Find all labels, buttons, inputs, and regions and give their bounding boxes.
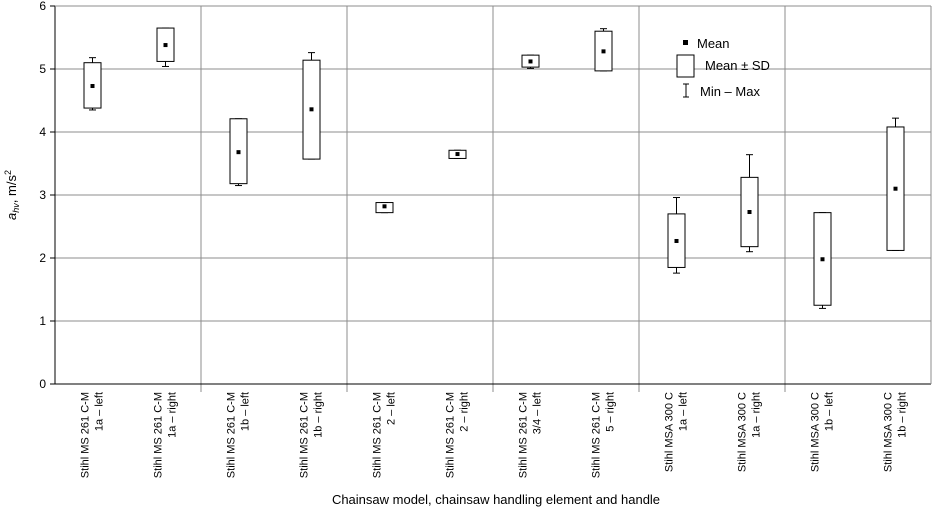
mean-marker [674, 238, 679, 243]
category-label-handle: 1b – right [897, 392, 909, 438]
mean-marker [90, 84, 95, 89]
category-label-model: Stihl MS 261 C-M [518, 392, 530, 478]
category-label-handle: 2 – left [386, 392, 398, 425]
category-label-handle: 1b – left [824, 392, 836, 431]
mean-marker [528, 59, 533, 64]
category-label-handle: 1a – right [751, 392, 763, 438]
category-label-model: Stihl MSA 300 C [883, 392, 895, 472]
category-label-model: Stihl MS 261 C-M [80, 392, 92, 478]
category-label-handle: 1b – left [240, 392, 252, 431]
category-label-model: Stihl MS 261 C-M [226, 392, 238, 478]
y-axis-title: ahv, m/s2 [3, 170, 21, 220]
category-label-model: Stihl MS 261 C-M [153, 392, 165, 478]
category-labels: Stihl MS 261 C-M 1a – left Stihl MS 261 C-… [80, 392, 909, 478]
box-item [156, 27, 175, 67]
mean-marker [893, 186, 898, 191]
y-tick-label: 4 [39, 125, 46, 139]
category-label-model: Stihl MSA 300 C [664, 392, 676, 472]
box-plot-series [83, 27, 905, 309]
box-item [740, 154, 759, 253]
y-axis-title-sub: hv [11, 203, 21, 213]
category-label-handle: 5 – right [605, 392, 617, 432]
box-item [521, 54, 540, 69]
y-axis-title-unit: , m/s [4, 175, 19, 204]
y-tick-label: 3 [39, 188, 46, 202]
box-item [375, 202, 394, 214]
category-label-handle: 1a – left [678, 392, 690, 431]
box-item [886, 117, 905, 251]
mean-marker [163, 43, 168, 48]
legend-mean-label: Mean [697, 36, 730, 51]
mean-marker [309, 107, 314, 112]
y-axis-title-main: a [4, 213, 19, 220]
box-item [302, 52, 321, 160]
category-label-handle: 1a – left [94, 392, 106, 431]
category-label-handle: 1b – right [313, 392, 325, 438]
y-axis-title-sup: 2 [3, 170, 13, 175]
category-label-handle: 2 – right [459, 392, 471, 432]
category-label-handle: 1a – right [167, 392, 179, 438]
category-label-model: Stihl MS 261 C-M [591, 392, 603, 478]
box-item [229, 118, 248, 187]
category-label-model: Stihl MSA 300 C [810, 392, 822, 472]
y-axis-ticks: 0 1 2 3 4 5 6 [39, 0, 55, 391]
mean-marker [236, 150, 241, 155]
y-tick-label: 6 [39, 0, 46, 13]
category-label-model: Stihl MS 261 C-M [299, 392, 311, 478]
gridlines [55, 5, 931, 392]
y-tick-label: 1 [39, 314, 46, 328]
category-label-model: Stihl MSA 300 C [737, 392, 749, 472]
box-item [667, 197, 686, 274]
mean-marker [601, 49, 606, 54]
box-item [813, 212, 832, 309]
category-label-handle: 3/4 – left [532, 392, 544, 434]
category-label-model: Stihl MS 261 C-M [445, 392, 457, 478]
y-tick-label: 2 [39, 251, 46, 265]
mean-marker [382, 204, 387, 209]
legend: Mean Mean ± SD Min – Max [676, 36, 770, 99]
y-tick-label: 0 [39, 377, 46, 391]
legend-mean-marker [683, 40, 688, 45]
box-item [594, 28, 613, 72]
mean-marker [747, 210, 752, 215]
box-item [448, 149, 467, 159]
box-item [83, 57, 102, 111]
category-label-model: Stihl MS 261 C-M [372, 392, 384, 478]
y-tick-label: 5 [39, 62, 46, 76]
legend-box-label: Mean ± SD [705, 58, 770, 73]
axes [54, 5, 932, 385]
legend-whisker-label: Min – Max [700, 84, 760, 99]
mean-marker [820, 257, 825, 262]
legend-box-marker [676, 54, 695, 78]
x-axis-title: Chainsaw model, chainsaw handling elemen… [332, 492, 660, 507]
mean-marker [455, 152, 460, 157]
